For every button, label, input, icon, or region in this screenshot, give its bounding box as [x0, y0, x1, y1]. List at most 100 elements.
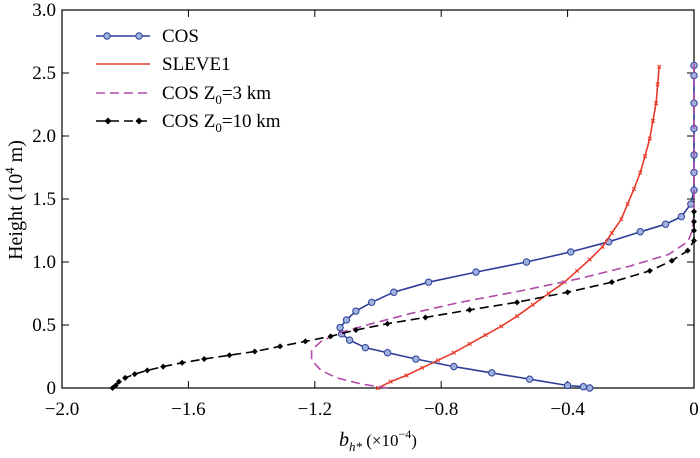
- series-1-point: [650, 118, 656, 124]
- series-0-point: [677, 212, 686, 221]
- x-axis-title-main: b: [339, 429, 349, 451]
- x-axis-ticks: −2.0 −1.6 −1.2 −0.8 −0.4 0: [45, 10, 699, 420]
- legend-label-sleve1: SLEVE1: [162, 54, 231, 75]
- series-0-point: [586, 384, 594, 392]
- series-3-point: [422, 314, 429, 321]
- x-tick-label: −1.6: [171, 399, 205, 420]
- series-1-line: [377, 66, 660, 389]
- series-0-point: [563, 381, 572, 390]
- y-tick-label: 0: [47, 378, 57, 399]
- y-tick-label: 2.0: [32, 126, 56, 147]
- y-axis-title: Height (104 m): [2, 140, 27, 260]
- series-1-point: [546, 291, 551, 296]
- series-1-point: [642, 153, 648, 159]
- legend-label-cos-z0-3km-tail: =3 km: [222, 83, 271, 104]
- series-1-point: [435, 358, 441, 363]
- series-3-point: [131, 371, 138, 378]
- series-3-point: [691, 237, 697, 244]
- y-axis-title-tail: m): [5, 140, 27, 167]
- series-1-point: [657, 64, 662, 69]
- series-3-point: [564, 289, 571, 296]
- series-3-point: [144, 367, 151, 374]
- series-3-point: [226, 352, 233, 359]
- y-axis-title-exp: 4: [2, 167, 17, 174]
- legend-entry-cos-z0-10km: COS Z0=10 km: [96, 111, 281, 135]
- series-3-point: [466, 306, 473, 313]
- y-tick-label: 1.5: [32, 189, 56, 210]
- series-1-point: [625, 201, 630, 207]
- series-1-point: [420, 365, 425, 371]
- series-3-point: [160, 363, 167, 370]
- series-1-point: [653, 101, 659, 106]
- legend-label-cos-z0-10km-tail: =10 km: [222, 111, 281, 132]
- y-axis-title-main: Height: [5, 205, 27, 260]
- series-3-point: [646, 267, 653, 274]
- series-0-point: [636, 228, 644, 236]
- series-3-line: [112, 211, 695, 389]
- series-1-point: [600, 244, 605, 250]
- series-3-point: [179, 359, 186, 366]
- series-1-point: [609, 230, 615, 236]
- x-axis-title-sub: h*: [349, 439, 363, 454]
- series-0-point: [412, 355, 420, 363]
- series-1-point: [647, 136, 652, 141]
- series-0-point: [687, 200, 695, 208]
- series-3-point: [302, 338, 309, 345]
- plot-frame: [61, 9, 695, 389]
- series-1-point: [404, 373, 409, 378]
- legend-marker-cos-z0-10km-2: [135, 117, 143, 125]
- series-3-point: [608, 279, 615, 286]
- series-1-point: [499, 324, 504, 329]
- y-axis-ticks: 0 0.5 1.0 1.5 2.0 2.5 3.0: [32, 0, 694, 399]
- x-tick-label: 0: [689, 399, 699, 420]
- series-0-point: [336, 323, 344, 332]
- y-tick-label: 0.5: [32, 315, 56, 336]
- series-2: [310, 60, 695, 389]
- series-0-point: [525, 375, 534, 383]
- series-3-point: [201, 356, 208, 363]
- series-0-point: [342, 316, 351, 324]
- series-1-point: [655, 82, 660, 87]
- series-3-point: [327, 333, 334, 340]
- series-0-point: [367, 298, 376, 307]
- series-0-point: [488, 369, 496, 377]
- series-3-point: [384, 320, 391, 327]
- legend-marker-cos-1: [103, 32, 111, 40]
- series-3-point: [352, 327, 359, 334]
- legend-label-cos-z0-3km-main: COS Z: [162, 83, 215, 104]
- series-3-point: [691, 227, 697, 234]
- series-1-point: [483, 332, 488, 338]
- series-3-point: [668, 257, 675, 264]
- series-3-point: [122, 374, 129, 381]
- series-0-point: [424, 278, 433, 286]
- y-axis-title-unit: (10: [5, 174, 27, 201]
- series-3-point: [251, 348, 258, 355]
- series-layer: [109, 60, 698, 392]
- legend-label-cos-z0-3km-sub: 0: [215, 92, 222, 107]
- legend-entry-sleve1: SLEVE1: [96, 54, 231, 75]
- series-1-point: [514, 313, 520, 319]
- series-3: [109, 208, 697, 391]
- series-1-point: [388, 379, 393, 384]
- x-axis-title-unit: (×10: [366, 431, 398, 450]
- series-0-point: [352, 307, 360, 315]
- legend-label-cos-z0-10km: COS Z0=10 km: [162, 111, 281, 135]
- legend-label-cos-z0-3km: COS Z0=3 km: [162, 83, 271, 107]
- series-3-point: [112, 382, 119, 389]
- series-3-point: [115, 378, 122, 385]
- series-3-point: [691, 218, 697, 225]
- legend: COS SLEVE1 COS Z0=3 km COS Z0=10 km: [96, 26, 281, 135]
- series-3-point: [684, 247, 691, 254]
- series-1-point: [574, 268, 580, 274]
- y-tick-label: 2.5: [32, 63, 56, 84]
- series-0-point: [579, 383, 588, 391]
- legend-marker-cos-z0-10km-1: [104, 117, 112, 125]
- series-0-point: [522, 258, 531, 266]
- series-3-point: [691, 208, 697, 215]
- series-0-point: [567, 248, 575, 256]
- series-0-line: [339, 65, 695, 389]
- x-axis-title-close: ): [411, 431, 417, 450]
- series-0-point: [383, 349, 392, 357]
- series-1-point: [619, 216, 624, 222]
